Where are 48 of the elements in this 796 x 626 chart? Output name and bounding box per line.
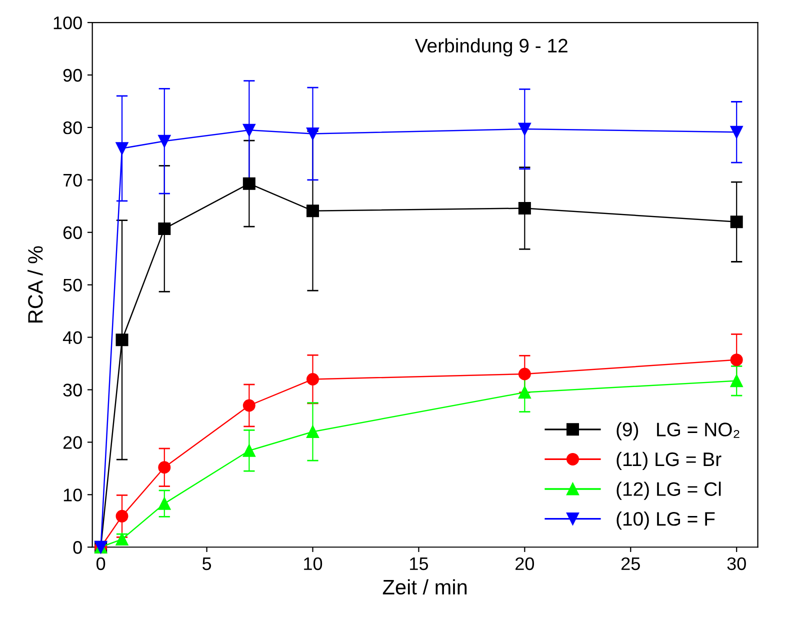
x-tick-label: 15: [410, 558, 428, 570]
x-tick-label: 30: [727, 557, 746, 570]
y-tick-label: 70: [63, 174, 82, 187]
y-tick-label: 60: [63, 226, 82, 240]
x-tick-label: 0: [96, 557, 106, 570]
point: [242, 177, 256, 190]
legend-label: (12) LG = Cl: [616, 482, 721, 500]
x-tick-label: 5: [202, 558, 212, 570]
point: [242, 124, 256, 136]
y-tick-label: 10: [64, 488, 82, 502]
point: [306, 425, 319, 438]
y-tick-label: 100: [54, 16, 82, 30]
y-tick-label: 40: [62, 331, 82, 344]
x-tick-label: 10: [304, 557, 322, 570]
y-tick-label: 80: [63, 121, 82, 134]
point: [116, 510, 128, 522]
point: [730, 374, 743, 388]
point: [306, 204, 319, 218]
point: [158, 134, 171, 148]
y-tick-label: 20: [63, 436, 82, 449]
point: [306, 373, 319, 386]
text: Verbindung 9 - 12: [414, 38, 568, 56]
x-axis-title: Zeit / min: [382, 579, 467, 595]
point: [158, 497, 171, 510]
point: [518, 368, 531, 380]
y-axis-title: RCA / %: [28, 246, 43, 322]
point: [158, 461, 171, 474]
point: [730, 354, 743, 366]
y-tick-label: 50: [63, 278, 82, 292]
point: [518, 386, 531, 399]
legend-label: (9) LG = NO₂: [616, 422, 740, 440]
y-tick-label: 0: [73, 541, 82, 554]
point: [730, 216, 743, 228]
legend-label: (11) LG = Br: [616, 452, 722, 470]
point: [306, 128, 319, 140]
point: [116, 334, 128, 346]
legend-label: (10) LG = F: [616, 512, 715, 530]
point: [730, 126, 743, 138]
point: [518, 122, 531, 136]
point: [158, 222, 171, 235]
point: [242, 399, 256, 412]
point: [518, 202, 531, 214]
x-tick-label: 20: [516, 557, 534, 570]
x-tick-label: 25: [622, 557, 640, 570]
y-tick-label: 90: [63, 68, 82, 82]
point: [242, 444, 256, 457]
point: [116, 142, 128, 155]
y-tick-label: 30: [63, 384, 82, 396]
